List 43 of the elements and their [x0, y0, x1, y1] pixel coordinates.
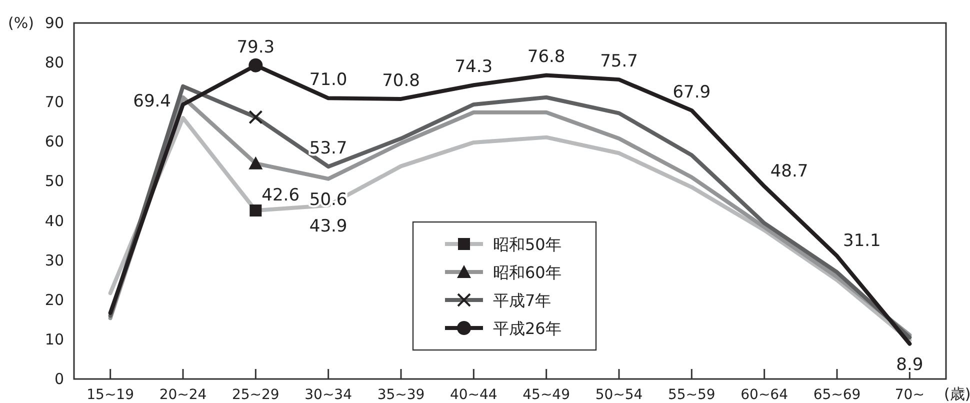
y-tick-label: 0	[54, 370, 64, 388]
data-label: 42.6	[262, 185, 300, 206]
x-tick-label: 45~49	[522, 387, 570, 403]
x-tick-label: 55~59	[668, 387, 716, 403]
data-label: 8.9	[896, 354, 924, 375]
x-tick-label: 30~34	[304, 387, 352, 403]
data-label: 76.8	[527, 47, 566, 68]
y-tick-label: 60	[44, 132, 64, 151]
y-tick-label: 20	[44, 290, 64, 309]
data-label: 67.9	[672, 82, 711, 102]
data-label: 50.6	[309, 190, 348, 210]
legend-label: 昭和60年	[493, 263, 562, 282]
x-tick-label: 20~24	[159, 387, 207, 403]
x-tick-label: 15~19	[86, 387, 134, 403]
y-tick-label: 40	[44, 212, 64, 230]
y-tick-label: 10	[44, 330, 64, 348]
data-label: 53.7	[309, 138, 348, 159]
data-label: 43.9	[309, 216, 348, 236]
x-tick-label: 60~64	[740, 387, 788, 403]
x-tick-label: 70~	[894, 387, 924, 403]
data-label: 31.1	[843, 230, 881, 251]
legend-label: 平成7年	[493, 291, 552, 310]
data-label: 75.7	[600, 52, 638, 72]
y-tick-label: 30	[44, 251, 64, 270]
y-tick-label: 80	[44, 54, 64, 72]
legend-label: 平成26年	[493, 319, 562, 338]
data-label: 48.7	[770, 161, 808, 182]
x-tick-label: 65~69	[813, 387, 861, 403]
x-axis-title: (歳)	[944, 385, 970, 403]
data-label: 74.3	[454, 57, 493, 78]
x-tick-label: 25~29	[232, 387, 280, 403]
y-axis-title: (%)	[8, 14, 34, 32]
x-tick-label: 35~39	[377, 387, 425, 403]
x-tick-label: 40~44	[450, 387, 498, 403]
x-tick-label: 50~54	[595, 387, 643, 403]
y-tick-label: 50	[44, 172, 64, 190]
data-label: 69.4	[133, 91, 171, 112]
data-label: 79.3	[236, 37, 275, 58]
y-tick-label: 70	[44, 93, 64, 112]
legend-label: 昭和50年	[493, 235, 562, 254]
data-label: 70.8	[382, 70, 420, 91]
data-label: 71.0	[309, 70, 348, 90]
y-tick-label: 90	[44, 14, 64, 32]
